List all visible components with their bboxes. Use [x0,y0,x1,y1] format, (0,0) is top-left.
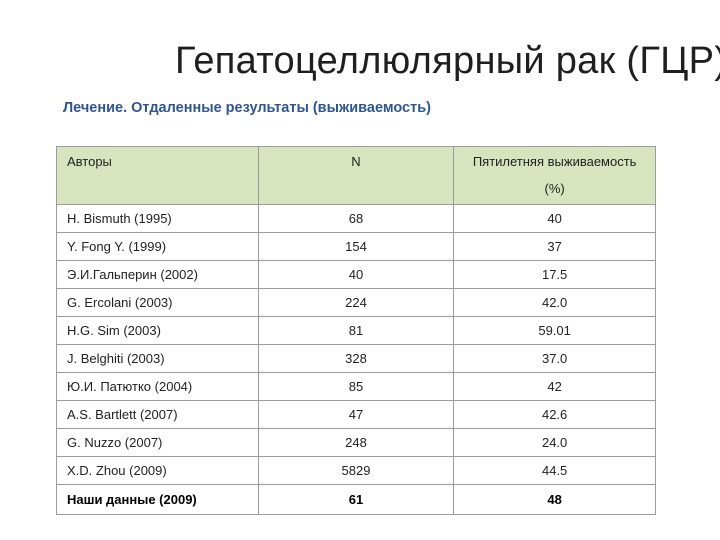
cell-survival: 40 [453,204,656,233]
cell-n: 61 [257,484,455,515]
cell-author: G. Nuzzo (2007) [56,428,259,457]
table-row: A.S. Bartlett (2007) 47 42.6 [56,400,656,429]
cell-n: 328 [257,344,455,373]
page-subtitle: Лечение. Отдаленные результаты (выживаем… [63,100,431,116]
page-title: Гепатоцеллюлярный рак (ГЦР) [175,40,720,82]
header-survival-unit: (%) [544,181,565,196]
header-survival: Пятилетняя выживаемость (%) [453,146,656,205]
cell-author: X.D. Zhou (2009) [56,456,259,485]
table-row: Y. Fong Y. (1999) 154 37 [56,232,656,261]
cell-survival: 37 [453,232,656,261]
cell-author: Наши данные (2009) [56,484,259,515]
cell-survival: 44.5 [453,456,656,485]
table-row: Ю.И. Патютко (2004) 85 42 [56,372,656,401]
cell-survival: 42.0 [453,288,656,317]
table-row: Э.И.Гальперин (2002) 40 17.5 [56,260,656,289]
cell-n: 81 [257,316,455,345]
cell-survival: 24.0 [453,428,656,457]
cell-survival: 59.01 [453,316,656,345]
cell-author: Y. Fong Y. (1999) [56,232,259,261]
survival-table: Авторы N Пятилетняя выживаемость (%) H. … [56,146,656,515]
cell-author: A.S. Bartlett (2007) [56,400,259,429]
cell-author: Э.И.Гальперин (2002) [56,260,259,289]
cell-author: Ю.И. Патютко (2004) [56,372,259,401]
cell-author: G. Ercolani (2003) [56,288,259,317]
header-authors: Авторы [56,146,259,205]
cell-n: 154 [257,232,455,261]
cell-n: 224 [257,288,455,317]
table-row: G. Nuzzo (2007) 248 24.0 [56,428,656,457]
cell-n: 5829 [257,456,455,485]
table-row: J. Belghiti (2003) 328 37.0 [56,344,656,373]
cell-survival: 42.6 [453,400,656,429]
cell-survival: 48 [453,484,656,515]
cell-n: 40 [257,260,455,289]
cell-author: J. Belghiti (2003) [56,344,259,373]
cell-n: 248 [257,428,455,457]
cell-n: 85 [257,372,455,401]
cell-survival: 42 [453,372,656,401]
cell-n: 47 [257,400,455,429]
cell-survival: 37.0 [453,344,656,373]
header-survival-label: Пятилетняя выживаемость [472,154,637,169]
table-row: G. Ercolani (2003) 224 42.0 [56,288,656,317]
table-row: H. Bismuth (1995) 68 40 [56,204,656,233]
table-row: X.D. Zhou (2009) 5829 44.5 [56,456,656,485]
table-row-own-data: Наши данные (2009) 61 48 [56,484,656,515]
cell-survival: 17.5 [453,260,656,289]
cell-n: 68 [257,204,455,233]
header-n: N [257,146,455,205]
cell-author: H.G. Sim (2003) [56,316,259,345]
cell-author: H. Bismuth (1995) [56,204,259,233]
table-header-row: Авторы N Пятилетняя выживаемость (%) [56,146,656,205]
table-row: H.G. Sim (2003) 81 59.01 [56,316,656,345]
